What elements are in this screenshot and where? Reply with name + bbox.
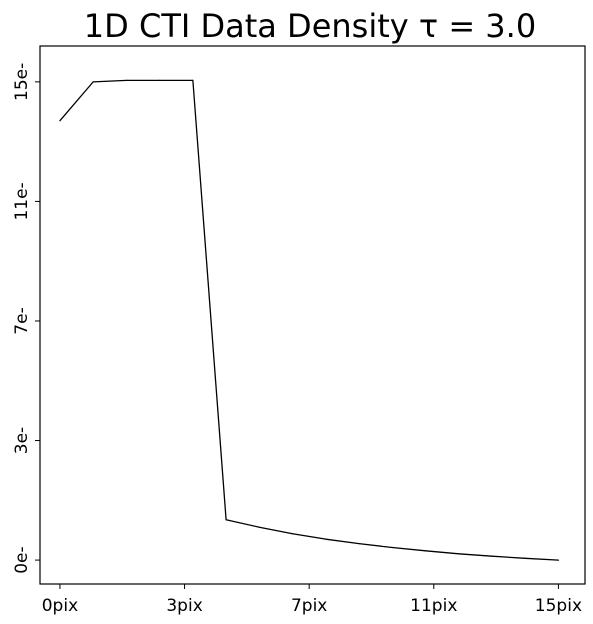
data-point <box>391 546 393 549</box>
data-point <box>358 543 360 545</box>
x-tick-label: 11pix <box>410 596 457 616</box>
x-axis: 0pix 3pix 7pix 11pix 15pix <box>42 584 582 616</box>
x-tick-label: 15pix <box>535 596 582 616</box>
data-point <box>159 79 161 81</box>
data-point <box>92 81 94 83</box>
data-point <box>325 538 327 540</box>
series-layer <box>59 79 560 561</box>
data-point <box>424 550 427 552</box>
data-point <box>125 79 128 81</box>
x-tick-label: 3pix <box>166 596 202 616</box>
data-point <box>59 120 61 122</box>
data-point <box>458 553 460 555</box>
data-point <box>491 555 493 557</box>
data-point <box>192 79 194 81</box>
x-tick-label: 0pix <box>42 596 78 616</box>
data-point <box>225 519 227 521</box>
data-point <box>291 533 294 535</box>
series-line <box>59 79 559 561</box>
y-tick-label: 0e- <box>12 546 32 573</box>
y-axis: 0e- 3e- 7e- 11e- 15e- <box>12 63 40 574</box>
y-tick-label: 3e- <box>12 427 32 454</box>
chart-title: 1D CTI Data Density τ = 3.0 <box>84 7 536 45</box>
x-tick-label: 7pix <box>291 596 327 616</box>
data-point <box>258 526 260 528</box>
y-tick-label: 7e- <box>12 307 32 334</box>
data-point <box>524 557 526 559</box>
y-tick-label: 11e- <box>12 182 32 220</box>
data-point <box>557 559 560 561</box>
plot-area-frame <box>39 45 586 585</box>
y-tick-label: 15e- <box>12 63 32 101</box>
